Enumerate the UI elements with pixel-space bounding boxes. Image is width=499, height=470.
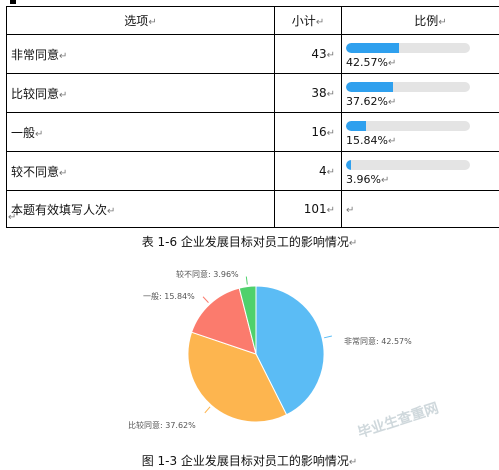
paragraph-mark: ↵ xyxy=(8,212,17,223)
figure-caption: 图 1-3 企业发展目标对员工的影响情况↵ xyxy=(141,454,358,468)
row-ratio: 3.96%↵ xyxy=(341,151,499,191)
table-row: 非常同意↵ 43↵ 42.57%↵ xyxy=(6,34,499,74)
row-ratio: 42.57%↵ xyxy=(341,34,499,74)
table-header-row: 选项↵ 小计↵ 比例↵ xyxy=(6,6,499,35)
row-count: 38↵ xyxy=(274,73,342,113)
progress-track xyxy=(346,121,470,131)
table-total-row: 本题有效填写人次↵ 101↵ ↵ xyxy=(6,190,499,228)
survey-table: 选项↵ 小计↵ 比例↵ 非常同意↵ 43↵ 42.57%↵ 比较同意↵ 38↵ … xyxy=(6,6,499,228)
leader-line xyxy=(204,406,211,414)
row-ratio: 15.84%↵ xyxy=(341,112,499,152)
header-ratio: 比例↵ xyxy=(341,6,499,35)
leader-line xyxy=(202,296,209,303)
row-label: 非常同意↵ xyxy=(6,34,275,74)
page-edge-mark xyxy=(10,0,16,4)
header-count: 小计↵ xyxy=(274,6,342,35)
progress-track xyxy=(346,43,470,53)
slice-label: 较不同意: 3.96% xyxy=(176,269,239,279)
row-label: 比较同意↵ xyxy=(6,73,275,113)
progress-fill xyxy=(346,43,399,53)
slice-neutral xyxy=(190,287,257,355)
percent-text: 42.57% xyxy=(346,56,388,69)
pie-chart: 非常同意: 42.57% 比较同意: 37.62% 一般: 15.84% 较不同意: … xyxy=(128,269,412,430)
percent-text: 3.96% xyxy=(346,173,381,186)
row-count: 16↵ xyxy=(274,112,342,152)
total-ratio-empty: ↵ xyxy=(341,190,499,228)
progress-track xyxy=(346,82,470,92)
row-label: 较不同意↵ xyxy=(6,151,275,191)
survey-table-container: 选项↵ 小计↵ 比例↵ 非常同意↵ 43↵ 42.57%↵ 比较同意↵ 38↵ … xyxy=(6,6,499,228)
progress-track xyxy=(346,160,470,170)
slice-label: 一般: 15.84% xyxy=(143,291,195,301)
slice-disagree xyxy=(238,285,257,355)
leader-line xyxy=(245,276,248,285)
total-label: 本题有效填写人次↵ xyxy=(6,190,275,228)
table-row: 较不同意↵ 4↵ 3.96%↵ xyxy=(6,151,499,191)
slice-agree xyxy=(187,331,288,423)
slice-label: 非常同意: 42.57% xyxy=(344,336,412,346)
progress-fill xyxy=(346,82,393,92)
row-count: 4↵ xyxy=(274,151,342,191)
slice-strongly-agree xyxy=(255,285,325,416)
header-option: 选项↵ xyxy=(6,6,275,35)
table-caption: 表 1-6 企业发展目标对员工的影响情况↵ xyxy=(141,235,358,249)
row-label: 一般↵ xyxy=(6,112,275,152)
slice-label: 比较同意: 37.62% xyxy=(128,420,196,430)
row-ratio: 37.62%↵ xyxy=(341,73,499,113)
progress-fill xyxy=(346,121,366,131)
row-count: 43↵ xyxy=(274,34,342,74)
leader-line xyxy=(323,335,333,339)
table-row: 一般↵ 16↵ 15.84%↵ xyxy=(6,112,499,152)
percent-text: 37.62% xyxy=(346,95,388,108)
table-row: 比较同意↵ 38↵ 37.62%↵ xyxy=(6,73,499,113)
total-count: 101↵ xyxy=(274,190,342,228)
percent-text: 15.84% xyxy=(346,134,388,147)
progress-fill xyxy=(346,160,351,170)
